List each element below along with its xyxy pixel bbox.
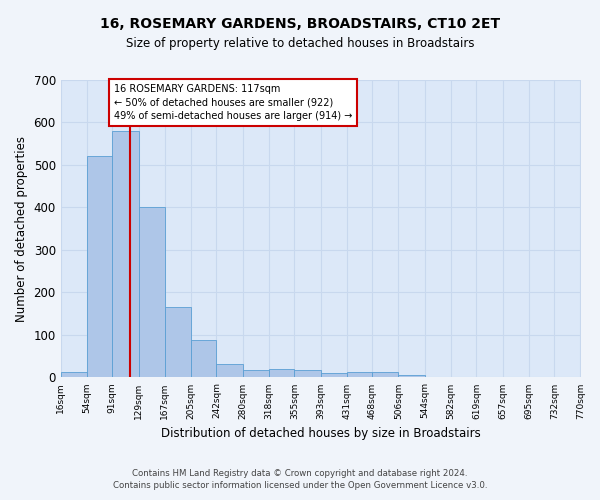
- Text: 16, ROSEMARY GARDENS, BROADSTAIRS, CT10 2ET: 16, ROSEMARY GARDENS, BROADSTAIRS, CT10 …: [100, 18, 500, 32]
- Text: Contains HM Land Registry data © Crown copyright and database right 2024.: Contains HM Land Registry data © Crown c…: [132, 468, 468, 477]
- Y-axis label: Number of detached properties: Number of detached properties: [15, 136, 28, 322]
- Bar: [398, 376, 425, 378]
- Bar: [165, 308, 191, 378]
- Bar: [269, 369, 295, 378]
- Bar: [87, 156, 112, 378]
- X-axis label: Distribution of detached houses by size in Broadstairs: Distribution of detached houses by size …: [161, 427, 481, 440]
- Bar: [295, 370, 320, 378]
- Text: Contains public sector information licensed under the Open Government Licence v3: Contains public sector information licen…: [113, 481, 487, 490]
- Bar: [112, 131, 139, 378]
- Text: Size of property relative to detached houses in Broadstairs: Size of property relative to detached ho…: [126, 38, 474, 51]
- Bar: [320, 373, 347, 378]
- Bar: [61, 372, 87, 378]
- Bar: [217, 364, 242, 378]
- Bar: [347, 372, 372, 378]
- Bar: [191, 340, 217, 378]
- Bar: [139, 208, 165, 378]
- Text: 16 ROSEMARY GARDENS: 117sqm
← 50% of detached houses are smaller (922)
49% of se: 16 ROSEMARY GARDENS: 117sqm ← 50% of det…: [114, 84, 352, 120]
- Bar: [242, 370, 269, 378]
- Bar: [372, 372, 398, 378]
